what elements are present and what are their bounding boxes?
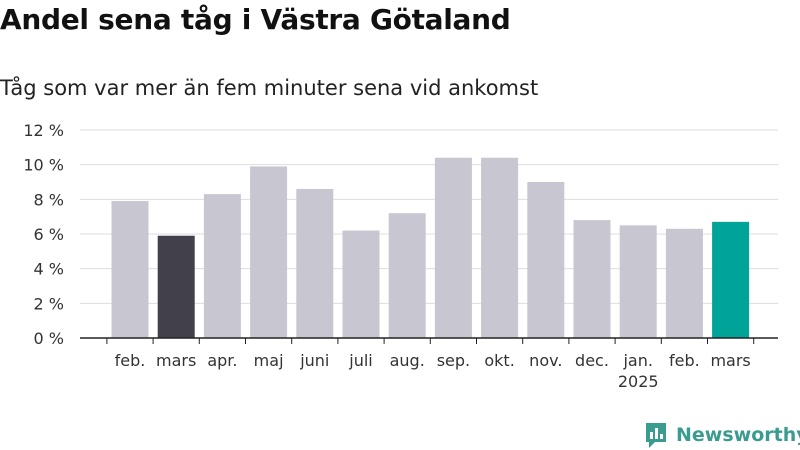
x-tick-label: feb. bbox=[115, 351, 146, 370]
x-tick-label: sep. bbox=[437, 351, 470, 370]
brand-logo: Newsworthy bbox=[644, 420, 800, 450]
x-tick-label: dec. bbox=[575, 351, 609, 370]
x-tick-label: apr. bbox=[207, 351, 237, 370]
x-tick-label: juli bbox=[348, 351, 372, 370]
brand-name: Newsworthy bbox=[676, 424, 800, 446]
x-year-label: 2025 bbox=[618, 372, 659, 391]
y-tick-label: 8 % bbox=[34, 190, 64, 209]
y-tick-label: 0 % bbox=[34, 329, 64, 348]
bar bbox=[296, 188, 334, 338]
bar bbox=[203, 194, 241, 338]
y-tick-label: 4 % bbox=[34, 260, 64, 279]
y-tick-label: 10 % bbox=[23, 156, 64, 175]
bar bbox=[434, 157, 472, 338]
chart-title: Andel sena tåg i Västra Götaland bbox=[0, 3, 511, 36]
x-tick-label: mars bbox=[710, 351, 750, 370]
bar bbox=[388, 213, 426, 338]
x-tick-label: jan. bbox=[622, 351, 652, 370]
bar bbox=[573, 220, 611, 338]
newsworthy-logo-icon bbox=[646, 423, 666, 448]
bar bbox=[527, 182, 565, 338]
bar bbox=[481, 157, 519, 338]
x-tick-label: okt. bbox=[484, 351, 514, 370]
bar bbox=[250, 166, 288, 338]
bar bbox=[712, 221, 750, 338]
y-tick-label: 2 % bbox=[34, 294, 64, 313]
x-tick-label: nov. bbox=[529, 351, 562, 370]
y-tick-label: 6 % bbox=[34, 225, 64, 244]
chart-subtitle: Tåg som var mer än fem minuter sena vid … bbox=[0, 76, 539, 100]
bar bbox=[111, 201, 149, 338]
y-tick-label: 12 % bbox=[23, 121, 64, 140]
bar bbox=[157, 235, 195, 338]
x-tick-label: feb. bbox=[669, 351, 700, 370]
x-tick-label: juni bbox=[299, 351, 329, 370]
x-tick-label: maj bbox=[254, 351, 284, 370]
bar bbox=[619, 225, 657, 338]
bar bbox=[665, 228, 703, 338]
bar bbox=[342, 230, 380, 338]
x-tick-label: aug. bbox=[390, 351, 425, 370]
x-tick-label: mars bbox=[156, 351, 196, 370]
